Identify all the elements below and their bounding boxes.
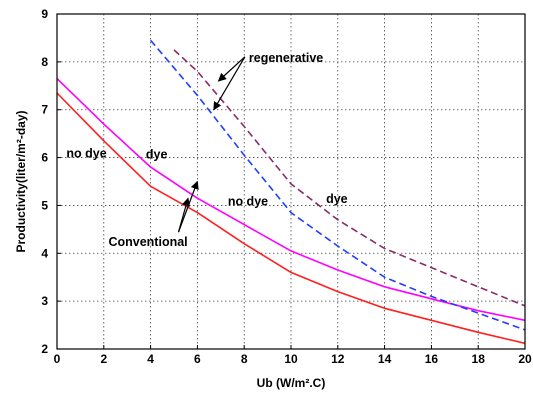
x-tick-label: 16	[425, 352, 439, 366]
y-tick-label: 9	[41, 7, 48, 21]
annotation-label: dye	[326, 192, 348, 206]
series-line-4	[173, 49, 526, 307]
y-tick-label: 5	[41, 198, 48, 212]
annotation-arrow	[177, 180, 199, 233]
x-tick-label: 14	[378, 352, 392, 366]
y-tick-label: 3	[41, 294, 48, 308]
x-tick-label: 0	[54, 352, 61, 366]
x-tick-label: 8	[241, 352, 248, 366]
y-tick-label: 8	[41, 55, 48, 69]
series-line-3	[149, 39, 526, 331]
annotation-arrow	[217, 56, 246, 82]
y-tick-label: 2	[41, 342, 48, 356]
annotation-label: dye	[146, 148, 168, 162]
x-tick-label: 12	[331, 352, 345, 366]
x-tick-label: 6	[194, 352, 201, 366]
annotation-arrow	[213, 56, 246, 111]
annotation-label: no dye	[66, 147, 106, 161]
annotation-label: no dye	[228, 194, 268, 208]
x-tick-label: 4	[147, 352, 154, 366]
y-tick-label: 4	[41, 246, 48, 260]
y-axis-title: Productivity(liter/m²-day)	[14, 110, 28, 252]
annotation-arrow	[177, 197, 191, 233]
x-tick-label: 10	[284, 352, 298, 366]
series-line-2	[56, 78, 526, 322]
series-lines	[56, 39, 526, 345]
x-axis-title: Ub (W/m².C)	[257, 376, 326, 390]
annotations: regenerative dye no dye no dye dye Convention…	[66, 51, 347, 249]
annotation-label: regenerative	[249, 51, 323, 65]
x-tick-label: 2	[100, 352, 107, 366]
annotation-label: Conventional	[108, 235, 187, 249]
plot-frame	[56, 13, 526, 350]
x-tick-label: 18	[472, 352, 486, 366]
series-line-1	[56, 92, 526, 345]
x-tick-label: 20	[518, 352, 532, 366]
y-tick-label: 7	[41, 103, 48, 117]
y-tick-label: 6	[41, 151, 48, 165]
